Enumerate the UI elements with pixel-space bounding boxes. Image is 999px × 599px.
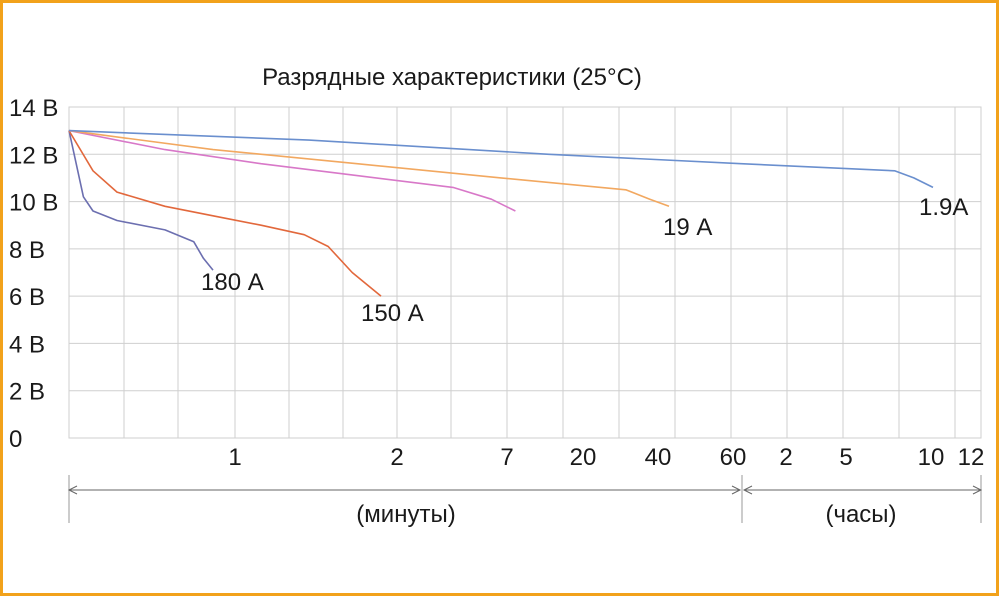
- x-tick-label: 40: [645, 444, 672, 471]
- range-arrow-head: [742, 485, 753, 495]
- series-label: 180 А: [201, 269, 264, 296]
- series-line-4: [68, 129, 934, 189]
- hours-range-label: (часы): [825, 501, 896, 528]
- range-arrow-head: [972, 485, 983, 495]
- series-label: 1.9A: [919, 194, 968, 221]
- x-tick-label: 12: [958, 444, 985, 471]
- y-tick-label: 8 В: [9, 237, 45, 264]
- y-tick-label: 2 В: [9, 379, 45, 406]
- chart-series: [68, 129, 934, 297]
- x-axis-ticks: 1 2 7 20 40 60 2 5 10 12: [228, 444, 984, 471]
- series-line-3: [68, 129, 670, 208]
- x-tick-label: 60: [720, 444, 747, 471]
- y-axis-ticks: 14 В 12 В 10 В 8 В 6 В 4 В 2 В 0: [9, 95, 58, 453]
- y-tick-label: 14 В: [9, 95, 58, 122]
- discharge-chart: Разрядные характеристики (25°C) 14 В12 В…: [9, 64, 984, 528]
- y-tick-label: 6 В: [9, 284, 45, 311]
- x-tick-label: 2: [390, 444, 403, 471]
- y-tick-label: 10 В: [9, 190, 58, 217]
- y-tick-label: 12 В: [9, 142, 58, 169]
- x-tick-label: 10: [918, 444, 945, 471]
- y-tick-label: 0: [9, 426, 22, 453]
- x-tick-label: 1: [228, 444, 241, 471]
- range-arrow-head: [731, 485, 742, 495]
- x-range-arrows: (минуты) (часы): [67, 475, 983, 528]
- x-tick-label: 2: [779, 444, 792, 471]
- x-tick-label: 5: [839, 444, 852, 471]
- minutes-range-label: (минуты): [356, 501, 455, 528]
- series-line-2: [68, 129, 516, 212]
- chart-title: Разрядные характеристики (25°C): [262, 64, 642, 91]
- series-label: 19 А: [663, 214, 712, 241]
- y-tick-label: 4 В: [9, 331, 45, 358]
- x-tick-label: 7: [500, 444, 513, 471]
- series-label: 150 А: [361, 300, 424, 327]
- x-tick-label: 20: [570, 444, 597, 471]
- series-line-0: [68, 130, 214, 271]
- range-arrow-head: [67, 485, 78, 495]
- series-line-1: [68, 130, 382, 297]
- series-labels: 180 А 150 А 19 А 1.9A: [201, 194, 968, 327]
